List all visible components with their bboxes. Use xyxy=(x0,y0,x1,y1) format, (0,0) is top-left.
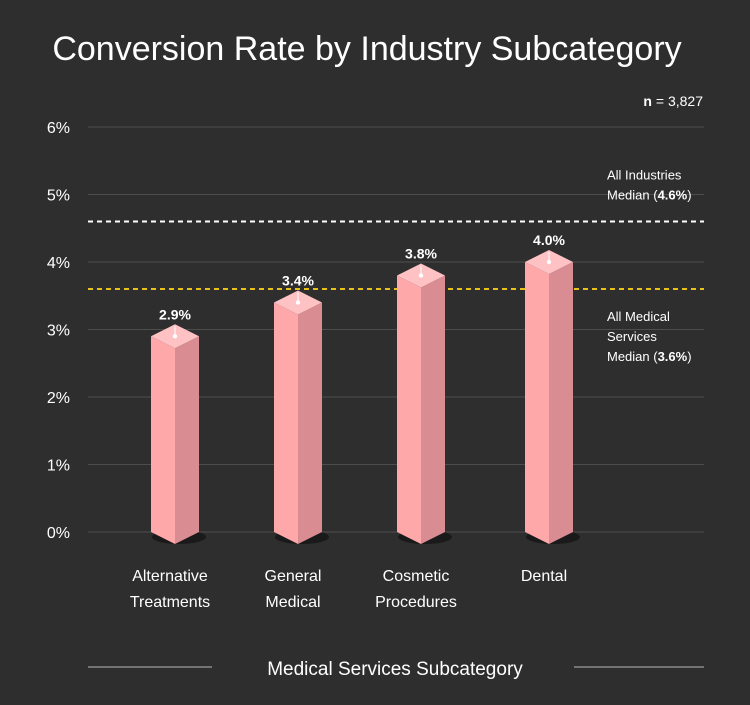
bar-front-face xyxy=(525,262,549,544)
bar-side-face xyxy=(421,275,445,544)
bar-side-face xyxy=(298,302,322,544)
bar-front-face xyxy=(397,275,421,544)
value-dot xyxy=(295,300,301,305)
value-label: 3.8% xyxy=(405,246,437,262)
category-label: Cosmetic Procedures xyxy=(375,568,457,611)
value-label: 4.0% xyxy=(533,232,565,248)
bar xyxy=(274,290,329,544)
sample-size: n = 3,827 xyxy=(643,93,703,109)
reference-label: All Industries Median (4.6%) xyxy=(607,168,692,203)
bar xyxy=(397,263,452,544)
y-tick-label: 5% xyxy=(47,188,70,205)
bar-side-face xyxy=(175,336,199,544)
category-label: Dental xyxy=(521,568,567,585)
x-axis-title: Medical Services Subcategory xyxy=(267,659,523,680)
y-tick-label: 0% xyxy=(47,525,70,542)
y-tick-label: 6% xyxy=(47,120,70,137)
value-dot xyxy=(418,273,424,278)
labels: 2.9% Alternative Treatments 3.4% General Medi… xyxy=(130,232,567,611)
grid-layer: 0% 1% 2% 3% 4% 5% 6% xyxy=(47,120,704,542)
bar xyxy=(151,324,206,544)
bars xyxy=(151,250,580,544)
bar xyxy=(525,250,580,544)
value-dot xyxy=(172,334,178,339)
y-tick-label: 4% xyxy=(47,255,70,272)
value-label: 2.9% xyxy=(159,306,191,322)
chart-title: Conversion Rate by Industry Subcategory xyxy=(52,30,681,68)
value-label: 3.4% xyxy=(282,273,314,289)
value-dot xyxy=(546,259,552,265)
category-label: Alternative Treatments xyxy=(130,568,210,611)
category-label: General Medical xyxy=(265,568,322,611)
y-tick-label: 2% xyxy=(47,390,70,407)
reference-lines: All Industries Median (4.6%) All Medical Se… xyxy=(88,168,704,364)
bar-front-face xyxy=(274,302,298,544)
reference-label: All Medical Services Median (3.6%) xyxy=(607,309,692,364)
bar-front-face xyxy=(151,336,175,544)
y-tick-label: 3% xyxy=(47,323,70,340)
y-tick-label: 1% xyxy=(47,458,70,475)
bar-side-face xyxy=(549,262,573,544)
